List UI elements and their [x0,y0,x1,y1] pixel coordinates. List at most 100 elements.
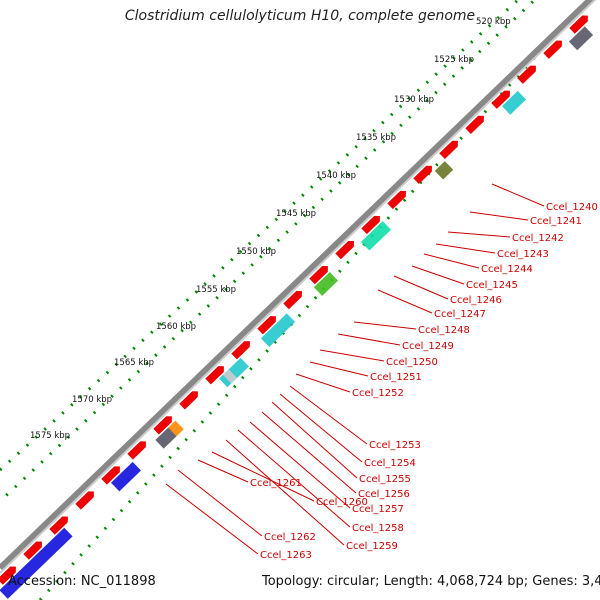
feature-block-shape [0,527,73,599]
gene-label: Ccel_1249 [402,341,454,352]
gene-arrow [309,265,328,285]
feature-block-shape [168,420,184,437]
gene-arrow [439,140,458,160]
gene-arrow [153,416,172,435]
gene-arrow-shape [465,115,484,134]
gene-label: Ccel_1262 [264,532,316,543]
leader-line [295,373,351,393]
gene-arrow [283,291,302,310]
leader-line [249,421,351,509]
feature-block [155,427,177,449]
gene-arrow [205,366,224,385]
gene-arrow [465,115,484,134]
gene-label: Ccel_1241 [530,216,582,227]
gene-arrow-shape [23,541,42,560]
tick-label: 1525 kbp [434,55,474,65]
gene-label: Ccel_1263 [260,550,312,561]
tick-labels: 520 kbp 1525 kbp 1530 kbp 1535 kbp 1540 kbp 1… [30,17,511,441]
tick-label: 1550 kbp [236,247,276,257]
gene-arrow [231,341,250,360]
gene-arrow-shape [439,140,458,160]
gene-arrow [179,391,198,410]
gene-label: Ccel_1248 [418,325,470,336]
feature-block [568,26,594,51]
backbone-line [0,0,594,571]
backbone-shadow [0,0,597,574]
feature-block [0,527,73,599]
feature-block-shape [434,161,454,180]
gene-arrow-shape [413,165,432,185]
gene-label: Ccel_1252 [352,388,404,399]
gene-arrow-shape [387,190,406,210]
feature-block-shape [111,461,141,492]
gene-arrow-shape [153,416,172,435]
gene-label: Ccel_1253 [369,440,421,451]
gene-label: Ccel_1251 [370,372,422,383]
gene-arrow-shape [231,341,250,360]
feature-block-shape [219,357,249,388]
gene-label: Ccel_1258 [352,523,404,534]
feature-block [501,90,527,115]
gene-arrow-shape [361,215,380,235]
feature-block [222,369,238,384]
feature-block-shape [568,26,594,51]
accession-text: Accession: NC_011898 [8,574,156,589]
gene-arrow-shape [75,491,94,510]
leader-line [211,451,315,502]
gene-arrow [23,541,42,560]
genome-backbone [0,0,597,574]
feature-block-shape [361,221,391,251]
tick-label: 1575 kbp [30,431,70,441]
gene-label: Ccel_1247 [434,309,486,320]
feature-block [219,357,249,388]
gene-label: Ccel_1245 [466,280,518,291]
leader-line [309,361,369,377]
tick-ring-2 [0,0,521,472]
leader-line [237,429,351,528]
gene-arrow [335,240,354,260]
gene-arrow [491,90,510,109]
leader-line [289,385,368,445]
leader-line [423,253,480,269]
gene-arrow [569,15,588,34]
gene-arrow-shape [491,90,510,109]
gene-label: Ccel_1254 [364,458,416,469]
gene-label: Ccel_1255 [359,474,411,485]
gene-arrow-shape [257,316,276,335]
gene-arrow-shape [335,240,354,260]
feature-block [168,420,184,437]
gene-arrow [387,190,406,210]
leader-line [197,459,249,483]
tick-label: 1545 kbp [276,209,316,219]
tick-label: 1530 kbp [394,95,434,105]
gene-label: Ccel_1250 [386,357,438,368]
feature-block [434,161,454,180]
tick-label: 1560 kbp [156,322,196,332]
tick-label: 1565 kbp [114,358,154,368]
gene-label: Ccel_1261 [250,478,302,489]
leader-line [261,411,357,494]
feature-block [313,272,339,296]
leader-line [165,483,259,555]
gene-arrow-shape [283,291,302,310]
leader-line [177,469,263,537]
tick-label: 1555 kbp [196,285,236,295]
gene-arrow-shape [127,441,146,460]
tick-label: 520 kbp [476,17,511,27]
gene-arrow [127,441,146,460]
leader-line [491,183,545,207]
leader-line [393,275,449,300]
gene-label: Ccel_1260 [316,497,368,508]
leader-line [337,333,401,346]
feature-block-shape [313,272,339,296]
leader-line [319,349,385,362]
feature-block-shape [260,313,296,348]
gene-label: Ccel_1243 [497,249,549,260]
gene-labels: Ccel_1240 Ccel_1241 Ccel_1242 Ccel_1243 Ccel… [250,202,598,561]
leader-line [377,289,433,314]
gene-arrow [101,466,120,485]
gene-arrow-shape [101,466,120,485]
feature-block [361,221,391,251]
